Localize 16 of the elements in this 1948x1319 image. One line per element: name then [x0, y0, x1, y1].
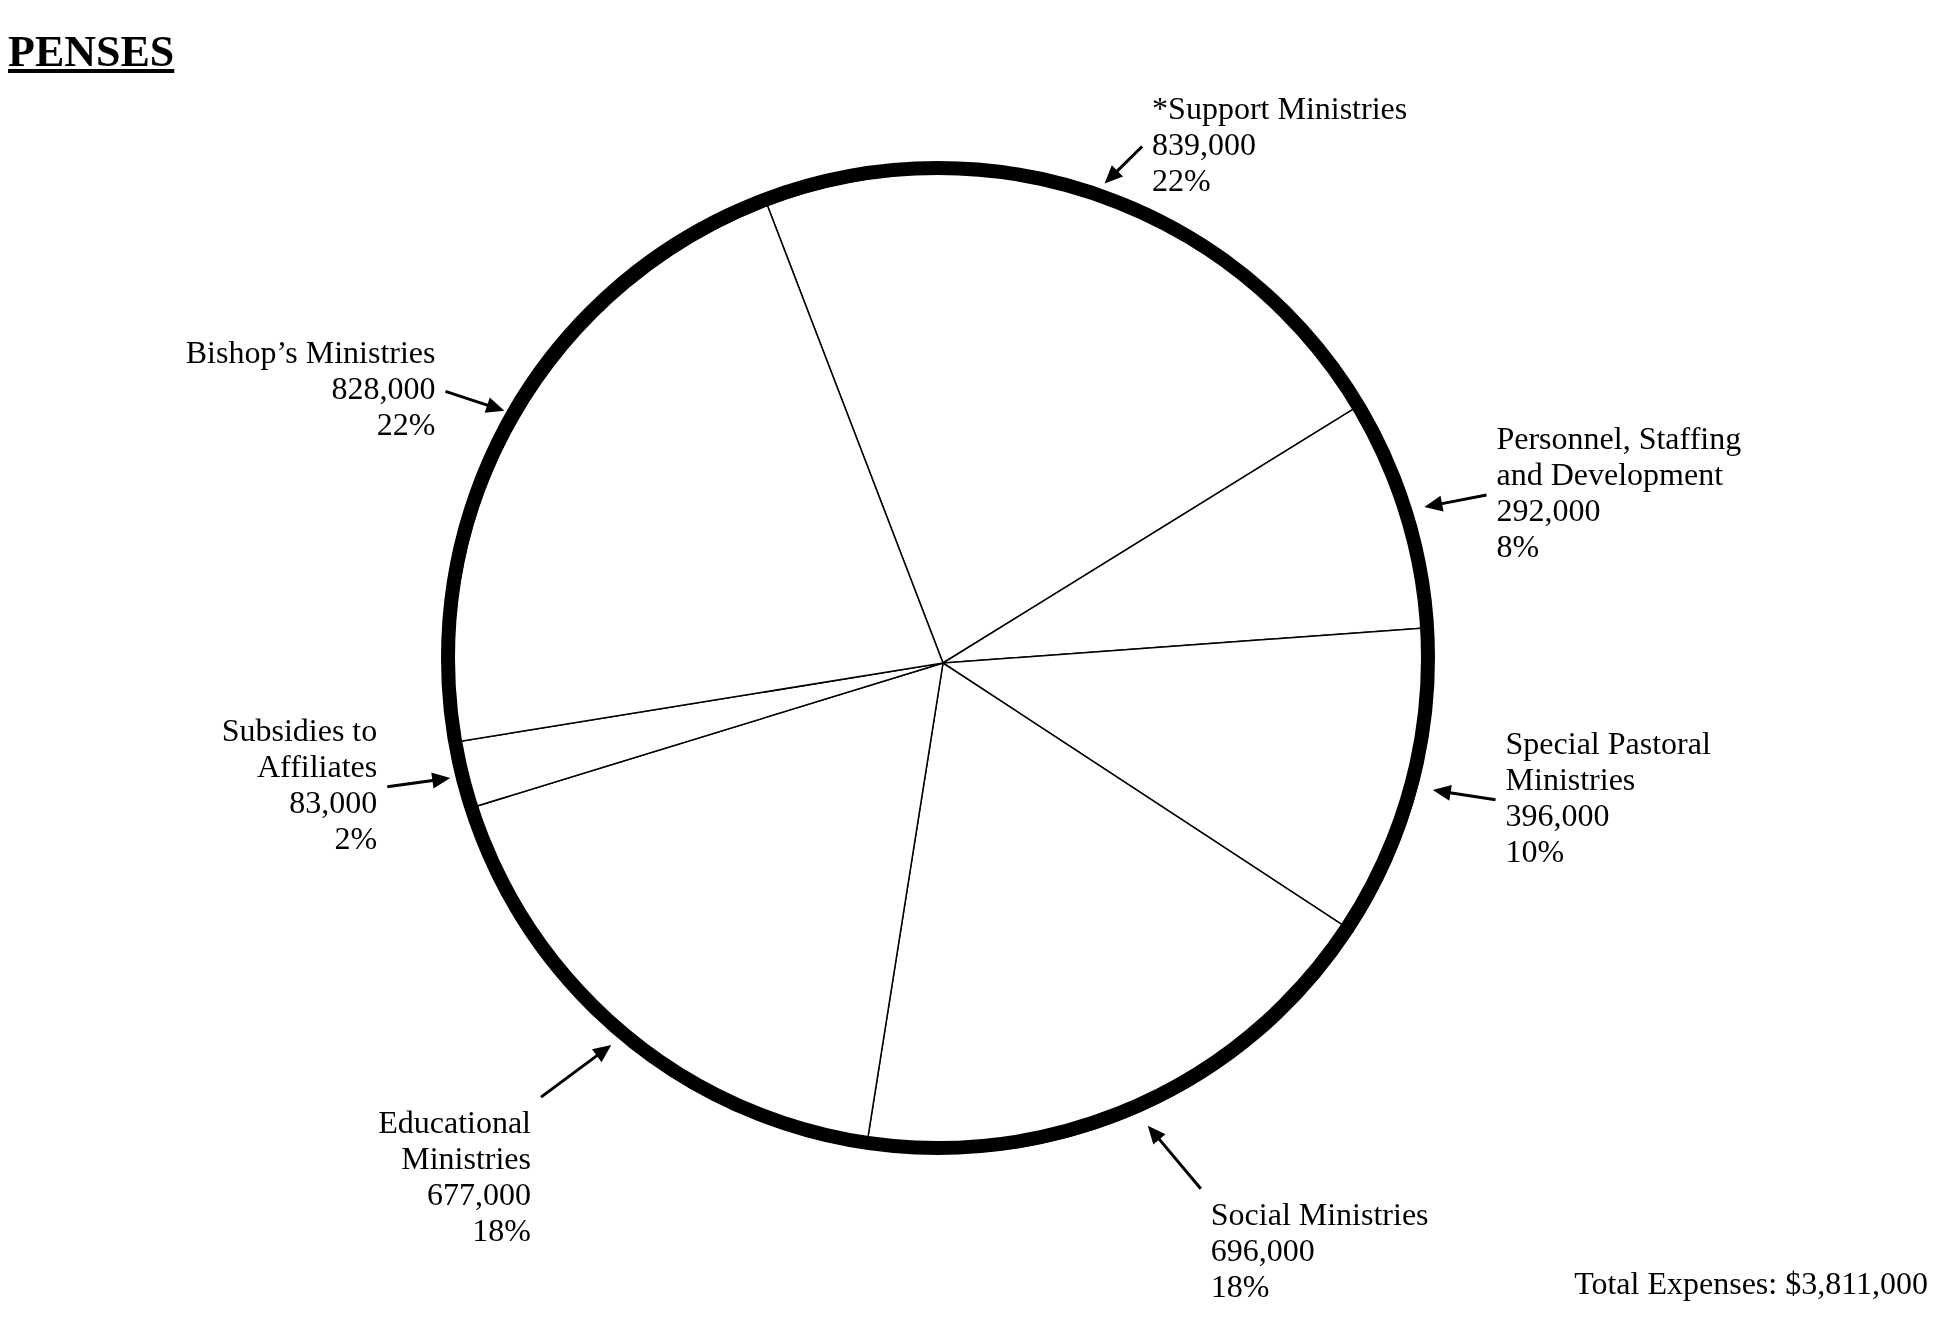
- slice-label: Personnel, Staffing and Development: [1496, 420, 1742, 493]
- data-label: 677,000 18%: [427, 1176, 532, 1249]
- data-label: 83,000 2%: [289, 783, 378, 856]
- data-label: 696,000 18%: [1210, 1231, 1315, 1304]
- data-label: 828,000 22%: [331, 370, 436, 443]
- data-label: 396,000 10%: [1505, 796, 1610, 869]
- slice-label: Subsidies to Affiliates: [221, 711, 378, 784]
- data-label: 292,000 8%: [1496, 492, 1601, 565]
- slice-label: Bishop’s Ministries: [185, 334, 436, 371]
- data-label: 839,000 22%: [1152, 125, 1257, 198]
- slice-label: Educational Ministries: [378, 1104, 532, 1177]
- chart-title: PENSES: [8, 26, 175, 77]
- slice-label: *Support Ministries: [1152, 89, 1408, 126]
- text: Total Expenses: $3,811,000: [1574, 1265, 1928, 1302]
- slice-label: Special Pastoral Ministries: [1505, 724, 1711, 797]
- slice-label: Social Ministries: [1210, 1195, 1429, 1232]
